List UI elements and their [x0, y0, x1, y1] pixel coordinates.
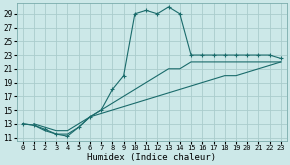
X-axis label: Humidex (Indice chaleur): Humidex (Indice chaleur) — [87, 152, 216, 162]
